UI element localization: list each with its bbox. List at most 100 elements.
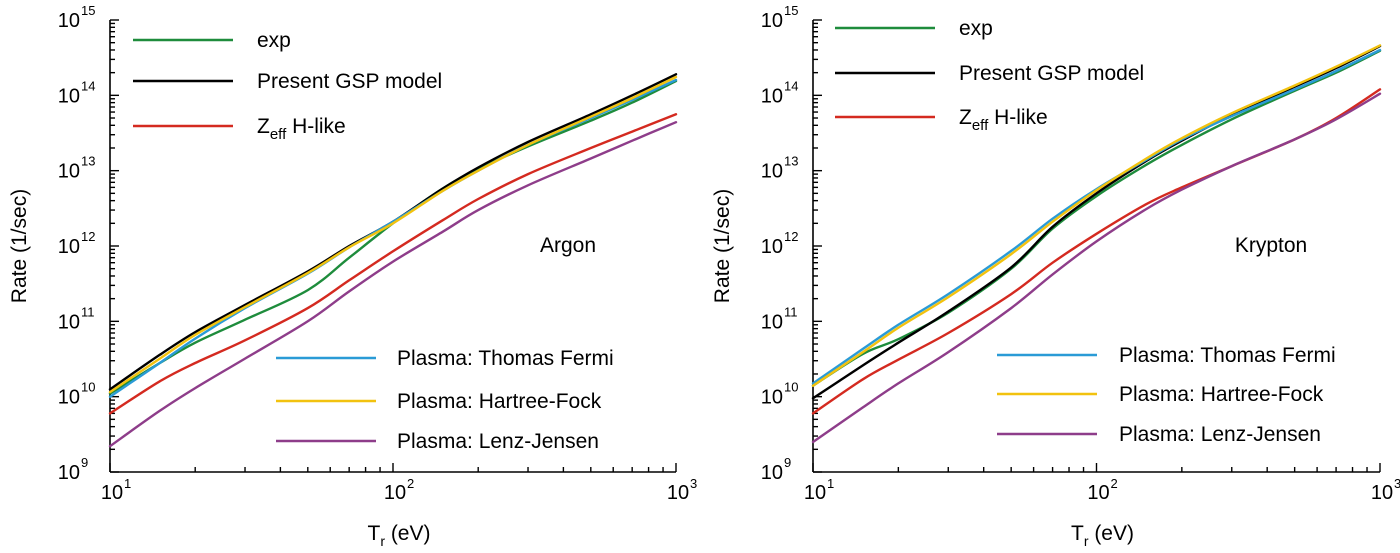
y-tick-exponent: 12 — [81, 229, 95, 244]
legend-top-item-label: Zeff H-like — [257, 115, 346, 143]
y-tick-exponent: 10 — [81, 380, 95, 395]
y-tick-base: 10 — [58, 462, 80, 484]
y-tick-base: 10 — [58, 236, 80, 258]
y-tick-exponent: 13 — [81, 154, 95, 169]
y-tick-label: 10 — [761, 85, 783, 107]
y-tick-exponent: 9 — [81, 455, 88, 470]
legend-top-item-label: exp — [959, 17, 993, 40]
y-tick-exponent: 11 — [81, 304, 95, 319]
legend-bottom-item-label: Plasma: Lenz-Jensen — [397, 430, 599, 453]
y-tick-label: 10 — [761, 387, 783, 409]
y-tick-label: 10 — [761, 10, 783, 32]
y-tick-base: 10 — [58, 10, 80, 32]
y-tick-label: 10 — [761, 161, 783, 183]
x-tick-label: 10 — [384, 482, 406, 504]
y-tick-label: 10 — [58, 462, 80, 484]
x-tick-label: 10 — [667, 482, 689, 504]
legend-eff-subscript: eff — [270, 126, 287, 143]
y-axis-title: Rate (1/sec) — [711, 189, 734, 303]
series-line-plasma-hartree-fock — [811, 44, 1382, 387]
y-tick-base: 10 — [761, 85, 783, 107]
x-tick-label: 10 — [1371, 482, 1393, 504]
x-axis-title-unit: (eV) — [1088, 522, 1134, 545]
x-tick-label: 10 — [804, 482, 826, 504]
y-tick-exponent: 11 — [784, 304, 798, 319]
y-tick-label: 10 — [58, 85, 80, 107]
y-tick-label: 10 — [58, 311, 80, 333]
x-axis-title: Tr (eV) — [1071, 522, 1134, 549]
y-tick-label: 10 — [58, 161, 80, 183]
y-tick-base: 10 — [58, 311, 80, 333]
y-tick-exponent: 10 — [784, 380, 798, 395]
x-axis-title-subscript: r — [380, 533, 385, 549]
legend-bottom-item-label: Plasma: Thomas Fermi — [1119, 344, 1336, 367]
x-tick-base: 10 — [804, 482, 826, 504]
legend-z-symbol: Z — [959, 106, 972, 129]
panel-label: Krypton — [1235, 234, 1307, 257]
series-line-exp — [811, 49, 1382, 387]
x-tick-base: 10 — [384, 482, 406, 504]
y-tick-base: 10 — [761, 311, 783, 333]
y-tick-label: 10 — [761, 462, 783, 484]
series-line-plasma-hartree-fock — [108, 75, 678, 394]
y-tick-exponent: 14 — [784, 78, 798, 93]
y-tick-base: 10 — [761, 10, 783, 32]
x-tick-base: 10 — [101, 482, 123, 504]
x-tick-exponent: 2 — [1111, 476, 1118, 491]
series-line-plasma-thomas-fermi — [811, 48, 1382, 385]
legend-hlike-text: H-like — [988, 106, 1048, 129]
y-tick-exponent: 14 — [81, 78, 95, 93]
legend-bottom-item-label: Plasma: Hartree-Fock — [1119, 383, 1324, 406]
x-tick-base: 10 — [667, 482, 689, 504]
y-tick-exponent: 9 — [784, 455, 791, 470]
legend-bottom-item-label: Plasma: Thomas Fermi — [397, 347, 614, 370]
legend-z-symbol: Z — [257, 115, 270, 138]
legend-top-item-label: exp — [257, 29, 291, 52]
legend-top-item-label: Zeff H-like — [959, 106, 1048, 134]
y-tick-exponent: 13 — [784, 154, 798, 169]
y-tick-label: 10 — [761, 236, 783, 258]
x-tick-exponent: 3 — [1394, 476, 1400, 491]
x-axis-title-main: T — [367, 522, 380, 545]
x-axis-title: Tr (eV) — [367, 522, 430, 549]
x-tick-exponent: 3 — [690, 476, 697, 491]
y-tick-exponent: 15 — [81, 3, 95, 18]
x-axis-title-main: T — [1071, 522, 1084, 545]
x-axis-title-unit: (eV) — [385, 522, 431, 545]
y-tick-label: 10 — [761, 311, 783, 333]
panel-label: Argon — [540, 234, 596, 257]
y-axis-title: Rate (1/sec) — [8, 189, 31, 303]
y-tick-label: 10 — [58, 236, 80, 258]
y-tick-label: 10 — [58, 10, 80, 32]
x-tick-exponent: 2 — [407, 476, 414, 491]
legend-bottom-item-label: Plasma: Hartree-Fock — [397, 390, 602, 413]
series-line-plasma-lenz-jensen — [811, 92, 1382, 444]
y-tick-label: 10 — [58, 387, 80, 409]
x-tick-exponent: 1 — [124, 476, 131, 491]
y-tick-exponent: 12 — [784, 229, 798, 244]
y-tick-base: 10 — [58, 387, 80, 409]
legend-top-item-label: Present GSP model — [257, 70, 442, 93]
y-tick-base: 10 — [58, 161, 80, 183]
series-line-plasma-lenz-jensen — [108, 121, 678, 448]
x-tick-label: 10 — [1087, 482, 1109, 504]
y-tick-base: 10 — [761, 462, 783, 484]
legend-eff-subscript: eff — [972, 117, 989, 134]
series-line-zeff-h-like — [108, 113, 678, 415]
legend-top-item-label: Present GSP model — [959, 62, 1144, 85]
legend-hlike-text: H-like — [286, 115, 346, 138]
y-tick-base: 10 — [58, 85, 80, 107]
y-tick-base: 10 — [761, 236, 783, 258]
x-tick-label: 10 — [101, 482, 123, 504]
x-tick-exponent: 1 — [827, 476, 834, 491]
x-tick-base: 10 — [1371, 482, 1393, 504]
legend-bottom-item-label: Plasma: Lenz-Jensen — [1119, 423, 1321, 446]
y-tick-base: 10 — [761, 387, 783, 409]
y-tick-exponent: 15 — [784, 3, 798, 18]
y-tick-base: 10 — [761, 161, 783, 183]
x-tick-base: 10 — [1087, 482, 1109, 504]
x-axis-title-subscript: r — [1084, 533, 1089, 549]
